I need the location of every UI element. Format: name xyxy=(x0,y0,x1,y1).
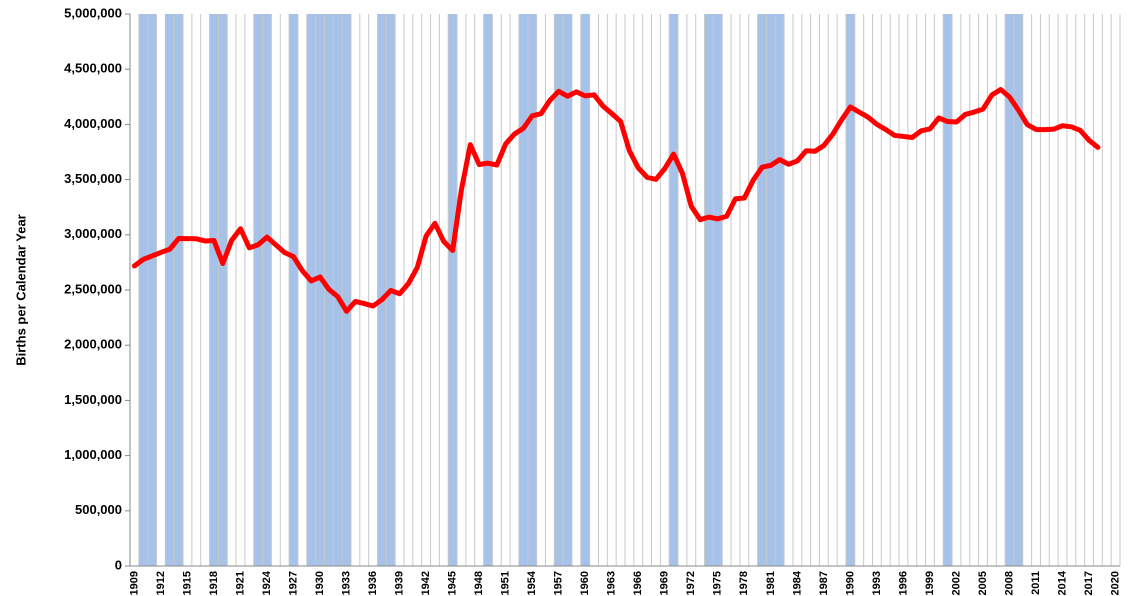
y-tick-label: 3,500,000 xyxy=(64,171,122,186)
x-tick-label: 1921 xyxy=(234,571,246,595)
x-tick-label: 2017 xyxy=(1083,571,1095,595)
x-tick-label: 1933 xyxy=(340,571,352,595)
x-tick-label: 2002 xyxy=(950,571,962,595)
shaded-period xyxy=(845,14,855,566)
y-tick-label: 5,000,000 xyxy=(64,5,122,20)
x-tick-label: 1927 xyxy=(287,571,299,595)
x-tick-label: 1999 xyxy=(924,571,936,595)
x-tick-label: 1939 xyxy=(394,571,406,595)
x-tick-label: 1909 xyxy=(128,571,140,595)
shaded-period xyxy=(289,14,298,566)
x-tick-label: 2011 xyxy=(1030,571,1042,595)
y-tick-label: 4,000,000 xyxy=(64,116,122,131)
x-tick-label: 1918 xyxy=(208,571,220,595)
x-tick-label: 1981 xyxy=(765,571,777,595)
shaded-period xyxy=(483,14,493,566)
x-tick-label: 1948 xyxy=(473,571,485,595)
x-tick-label: 1912 xyxy=(155,571,167,595)
y-tick-label: 3,000,000 xyxy=(64,226,122,241)
y-tick-label: 500,000 xyxy=(75,502,122,517)
shaded-period xyxy=(669,14,679,566)
x-tick-label: 2005 xyxy=(977,571,989,595)
x-tick-label: 1930 xyxy=(314,571,326,595)
x-tick-label: 2014 xyxy=(1056,570,1068,595)
x-tick-label: 1972 xyxy=(685,571,697,595)
x-tick-label: 1951 xyxy=(500,571,512,595)
shaded-period xyxy=(580,14,590,566)
y-tick-label: 2,000,000 xyxy=(64,337,122,352)
x-tick-label: 1975 xyxy=(712,571,724,595)
x-tick-label: 1915 xyxy=(181,571,193,595)
x-tick-label: 1966 xyxy=(632,571,644,595)
y-tick-label: 4,500,000 xyxy=(64,61,122,76)
x-tick-label: 1954 xyxy=(526,570,538,595)
x-tick-label: 1942 xyxy=(420,571,432,595)
x-tick-label: 1936 xyxy=(367,571,379,595)
x-tick-label: 1978 xyxy=(738,571,750,595)
y-tick-label: 0 xyxy=(115,557,122,572)
x-tick-label: 2008 xyxy=(1003,571,1015,595)
x-tick-label: 1987 xyxy=(818,571,830,595)
x-tick-label: 1969 xyxy=(659,571,671,595)
x-tick-label: 1924 xyxy=(261,570,273,595)
x-tick-label: 1957 xyxy=(553,571,565,595)
y-tick-label: 1,000,000 xyxy=(64,447,122,462)
y-tick-label: 1,500,000 xyxy=(64,392,122,407)
x-tick-label: 1990 xyxy=(844,571,856,595)
x-tick-label: 1960 xyxy=(579,571,591,595)
x-tick-label: 1996 xyxy=(897,571,909,595)
y-axis-title: Births per Calendar Year xyxy=(13,214,28,366)
shaded-period xyxy=(448,14,458,566)
shaded-period xyxy=(757,14,785,566)
data-line xyxy=(131,87,1101,314)
shaded-period xyxy=(943,14,953,566)
x-tick-label: 1963 xyxy=(606,571,618,595)
y-tick-label: 2,500,000 xyxy=(64,281,122,296)
x-tick-label: 2020 xyxy=(1109,571,1121,595)
x-tick-label: 1945 xyxy=(447,571,459,595)
x-tick-label: 1993 xyxy=(871,571,883,595)
x-tick-label: 1984 xyxy=(791,570,803,595)
